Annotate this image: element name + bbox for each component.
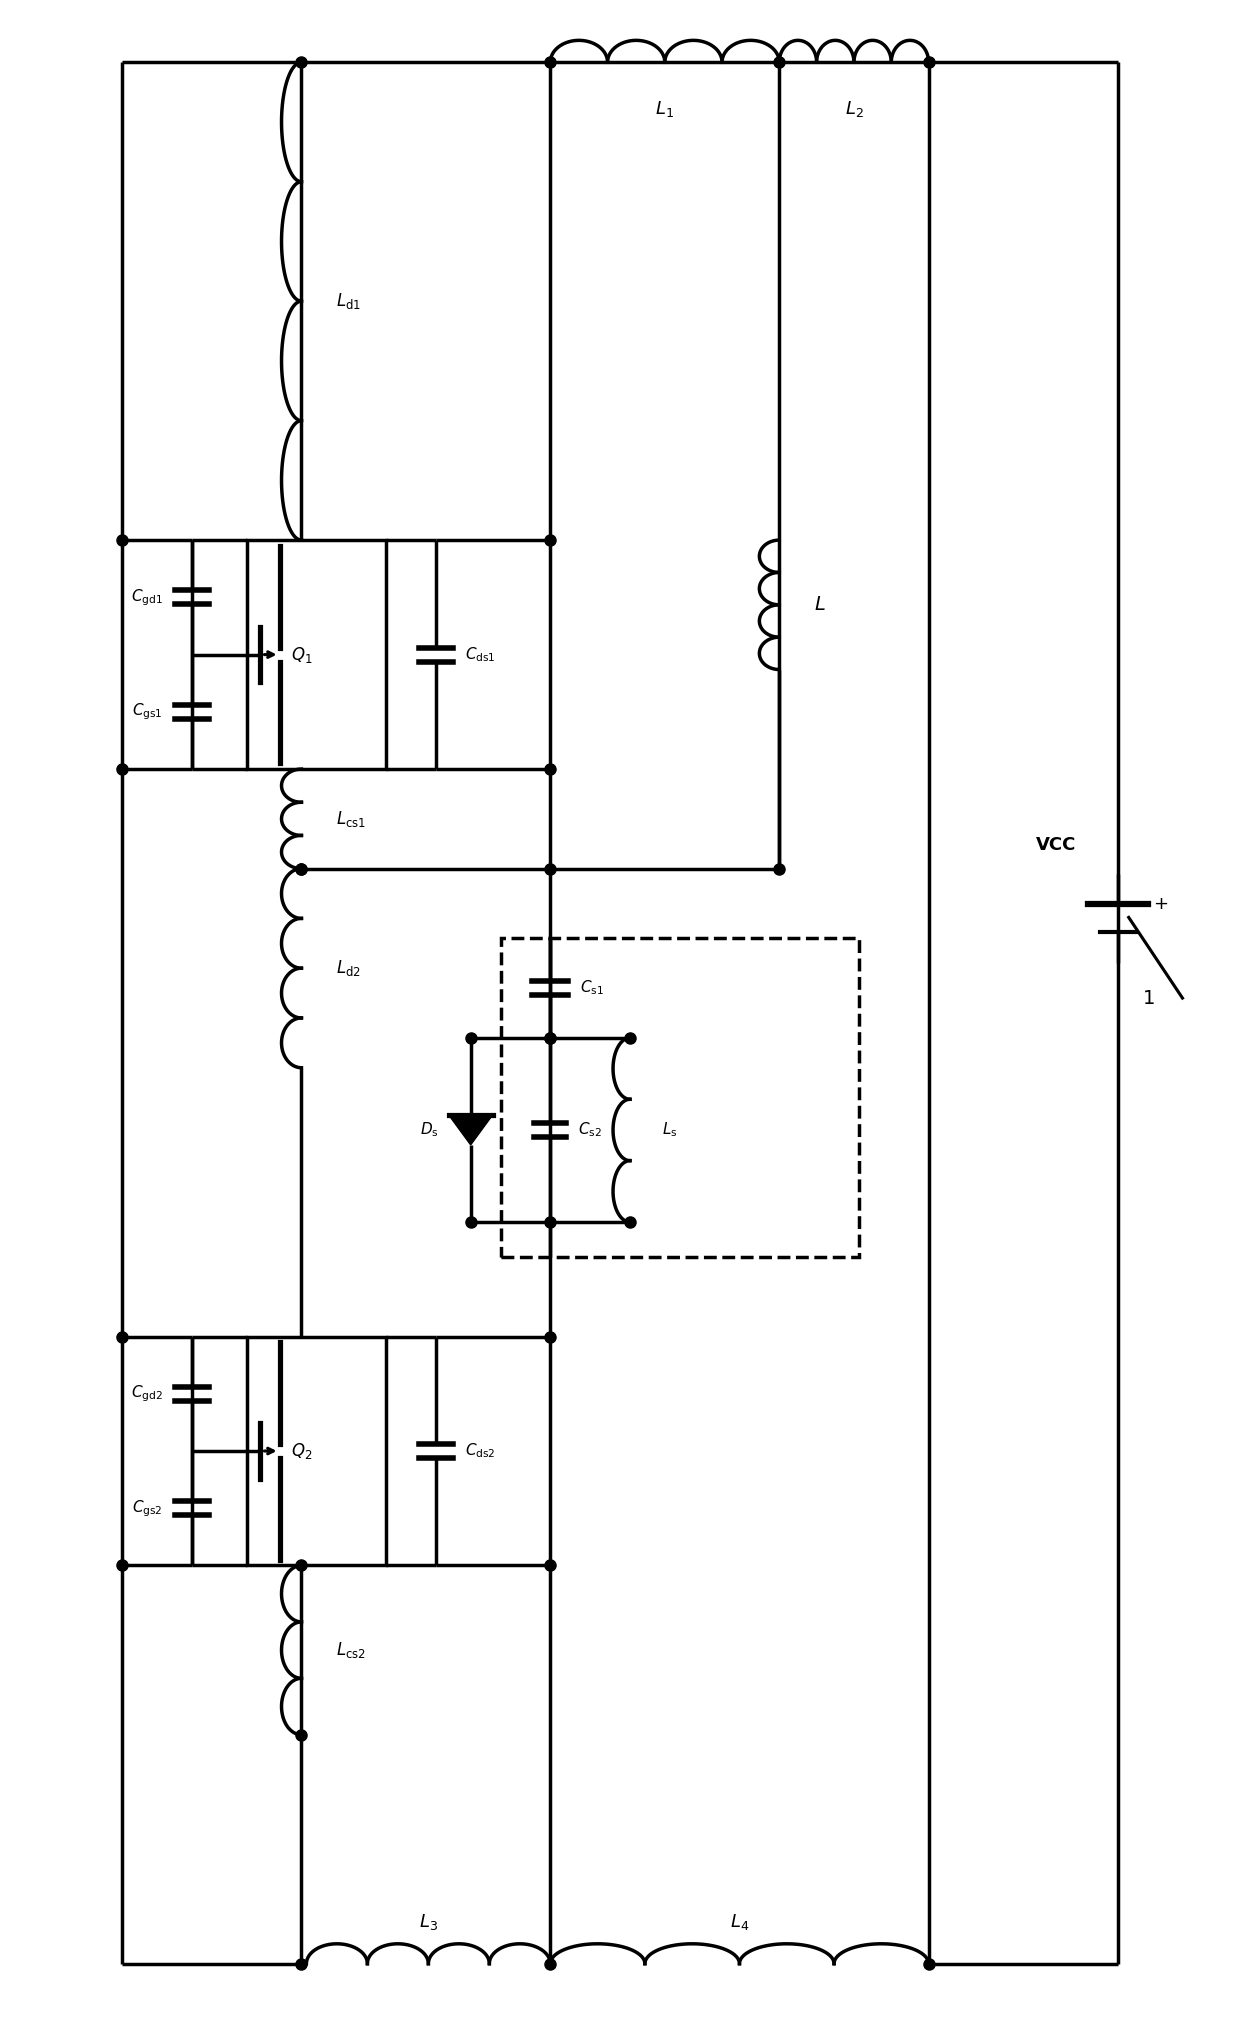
Text: $C_{\mathrm{ds2}}$: $C_{\mathrm{ds2}}$ — [465, 1441, 495, 1461]
Text: $L_1$: $L_1$ — [656, 99, 675, 119]
Text: +: + — [1153, 896, 1168, 914]
Text: $C_{\mathrm{gs1}}$: $C_{\mathrm{gs1}}$ — [133, 702, 162, 722]
Text: $C_{\mathrm{ds1}}$: $C_{\mathrm{ds1}}$ — [465, 646, 496, 664]
Text: $L_{\mathrm{cs1}}$: $L_{\mathrm{cs1}}$ — [336, 809, 366, 829]
Text: $C_{\mathrm{gd2}}$: $C_{\mathrm{gd2}}$ — [131, 1384, 162, 1405]
Text: $L_{\mathrm{d2}}$: $L_{\mathrm{d2}}$ — [336, 959, 361, 979]
Text: $C_{\mathrm{s1}}$: $C_{\mathrm{s1}}$ — [580, 979, 604, 997]
Text: $C_{\mathrm{gd1}}$: $C_{\mathrm{gd1}}$ — [131, 587, 162, 607]
Text: $Q_2$: $Q_2$ — [291, 1441, 312, 1461]
Text: $L_{\mathrm{d1}}$: $L_{\mathrm{d1}}$ — [336, 291, 361, 311]
Bar — [247, 541, 386, 769]
Text: $C_{\mathrm{s2}}$: $C_{\mathrm{s2}}$ — [578, 1120, 603, 1140]
Text: $D_{\mathrm{s}}$: $D_{\mathrm{s}}$ — [420, 1120, 439, 1140]
Text: VCC: VCC — [1035, 835, 1076, 854]
Text: $L_3$: $L_3$ — [419, 1911, 438, 1931]
Text: $L$: $L$ — [815, 595, 826, 613]
Text: $L_2$: $L_2$ — [844, 99, 863, 119]
Bar — [501, 938, 859, 1257]
Text: $C_{\mathrm{gs2}}$: $C_{\mathrm{gs2}}$ — [133, 1497, 162, 1520]
Text: $L_4$: $L_4$ — [730, 1911, 749, 1931]
Text: 1: 1 — [1142, 989, 1154, 1007]
Text: $L_{\mathrm{cs2}}$: $L_{\mathrm{cs2}}$ — [336, 1641, 366, 1661]
Text: $L_{\mathrm{s}}$: $L_{\mathrm{s}}$ — [662, 1120, 677, 1140]
Text: $Q_1$: $Q_1$ — [291, 644, 312, 664]
Polygon shape — [449, 1116, 492, 1144]
Bar — [247, 1336, 386, 1566]
